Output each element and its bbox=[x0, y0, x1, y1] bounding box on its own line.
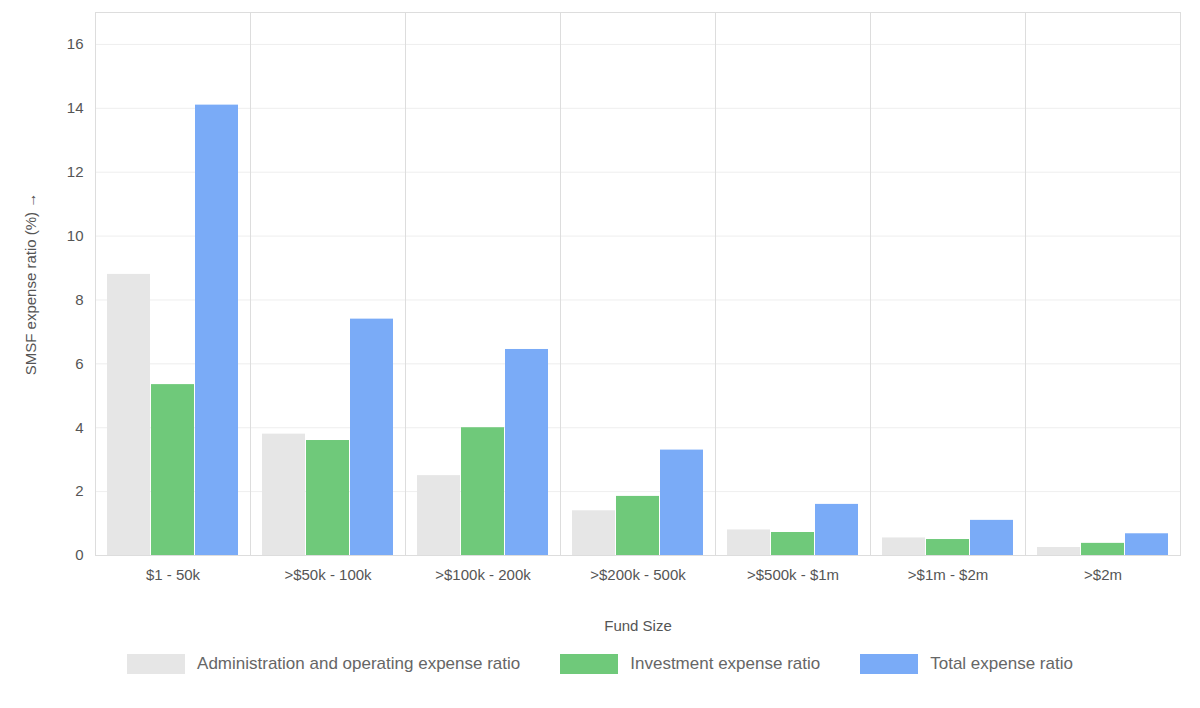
svg-text:16: 16 bbox=[67, 35, 84, 52]
svg-text:>$1m - $2m: >$1m - $2m bbox=[908, 566, 988, 583]
html-text:Investment expense ratio: Investment expense ratio bbox=[630, 654, 821, 673]
svg-text:>$50k - 100k: >$50k - 100k bbox=[284, 566, 372, 583]
svg-text:>$200k - 500k: >$200k - 500k bbox=[590, 566, 686, 583]
svg-text:0: 0 bbox=[75, 546, 83, 563]
svg-text:>$100k - 200k: >$100k - 200k bbox=[435, 566, 531, 583]
svg-text:14: 14 bbox=[67, 99, 84, 116]
svg-text:>$2m: >$2m bbox=[1084, 566, 1122, 583]
svg-text:$1 - 50k: $1 - 50k bbox=[146, 566, 201, 583]
svg-text:SMSF expense ratio (%) →: SMSF expense ratio (%) → bbox=[22, 193, 39, 376]
html-text:Total expense ratio: Total expense ratio bbox=[930, 654, 1073, 673]
svg-text:8: 8 bbox=[75, 291, 83, 308]
html-text:Administration and operating e: Administration and operating expense rat… bbox=[197, 654, 521, 673]
svg-text:2: 2 bbox=[75, 482, 83, 499]
svg-text:4: 4 bbox=[75, 419, 83, 436]
svg-text:6: 6 bbox=[75, 355, 83, 372]
svg-text:Fund Size: Fund Size bbox=[604, 617, 672, 634]
svg-text:10: 10 bbox=[67, 227, 84, 244]
svg-text:12: 12 bbox=[67, 163, 84, 180]
svg-text:>$500k - $1m: >$500k - $1m bbox=[747, 566, 839, 583]
